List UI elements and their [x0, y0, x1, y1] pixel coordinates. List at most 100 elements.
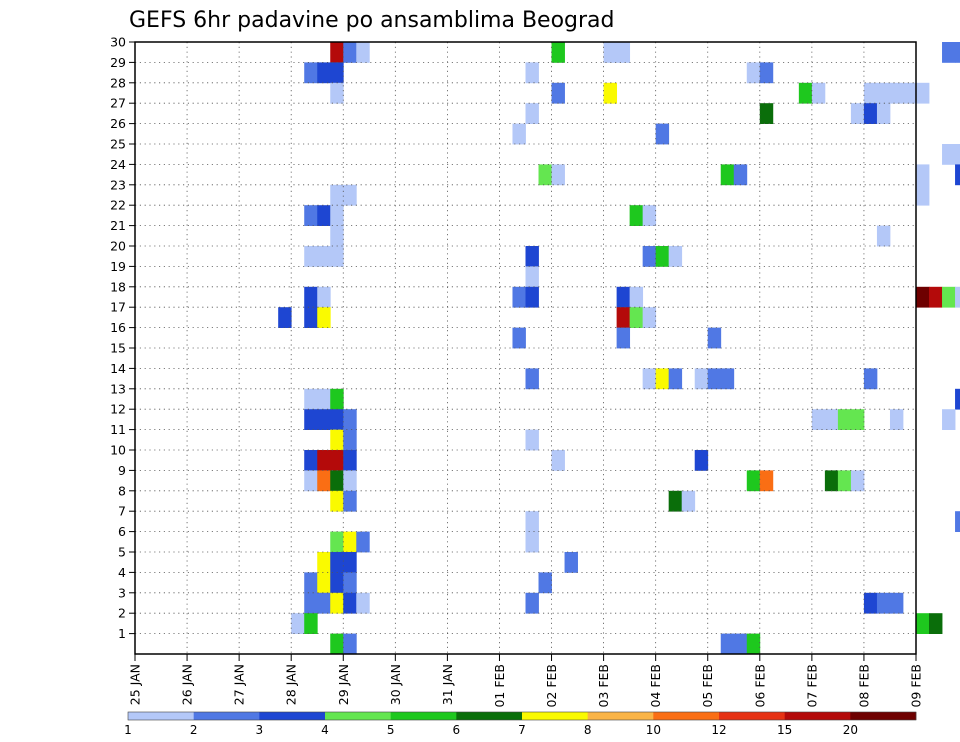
precip-cell: [304, 613, 318, 634]
precip-cell: [811, 82, 826, 104]
colorbar-swatch: [325, 712, 391, 720]
colorbar-label: 3: [256, 723, 264, 737]
precip-cell: [642, 246, 657, 267]
dotted-grid: [135, 42, 916, 654]
x-tick-label: 25 JAN: [128, 664, 143, 705]
y-tick-label: 23: [110, 177, 126, 192]
precip-cell: [746, 62, 761, 84]
precip-cell: [317, 409, 331, 430]
precip-cell: [616, 307, 631, 328]
colorbar-label: 2: [190, 723, 198, 737]
precip-cell: [278, 307, 292, 328]
precip-cell: [304, 592, 318, 614]
precip-cell: [317, 572, 331, 594]
y-tick-label: 21: [110, 218, 126, 233]
precip-cell: [512, 123, 526, 145]
precip-cell: [603, 42, 618, 63]
y-tick-label: 26: [110, 116, 126, 131]
x-tick-label: 04 FEB: [648, 664, 663, 708]
colorbar-swatch: [522, 712, 588, 720]
precip-cell: [317, 470, 331, 492]
precip-cell: [330, 633, 344, 655]
precip-cell: [330, 552, 344, 573]
colorbar-label: 8: [584, 723, 592, 737]
precip-cell: [317, 388, 331, 410]
precip-cell: [304, 450, 318, 471]
precip-cell: [863, 368, 878, 390]
precip-cell: [876, 225, 891, 247]
y-tick-label: 22: [110, 198, 126, 213]
precip-cell: [916, 286, 930, 308]
precip-cell: [629, 307, 644, 328]
precip-cell: [916, 184, 930, 206]
colorbar-label: 10: [646, 723, 661, 737]
precip-cell: [330, 429, 344, 451]
precip-cell: [720, 633, 735, 655]
y-tick-label: 14: [110, 361, 126, 376]
precip-cell: [317, 286, 331, 308]
precip-cell: [330, 572, 344, 594]
precip-cell: [525, 592, 539, 614]
precip-cell: [811, 409, 826, 430]
precip-cell: [551, 164, 565, 186]
precip-cell: [525, 103, 539, 124]
precip-cell: [876, 103, 891, 124]
precip-cell: [525, 368, 539, 390]
x-tick-label: 05 FEB: [700, 664, 715, 708]
precip-cell: [837, 409, 852, 430]
colorbar: 1 2 3 4 5 6 7 8 10 12 15 20: [124, 711, 917, 737]
colorbar-label: 12: [711, 723, 726, 737]
y-axis-ticks: 1234567891011121314151617181920212223242…: [110, 35, 135, 641]
precip-cell: [317, 552, 331, 573]
precip-cell: [343, 531, 357, 553]
precip-cell: [942, 286, 956, 308]
precip-cell: [551, 450, 565, 471]
precip-cell: [720, 164, 735, 186]
precip-cell: [889, 82, 904, 104]
chart-title: GEFS 6hr padavine po ansamblima Beograd: [129, 8, 615, 33]
x-axis-ticks: 25 JAN 26 JAN 27 JAN 28 JAN 29 JAN 30 JAN 31 J…: [128, 654, 924, 708]
precip-cell: [330, 246, 344, 267]
precip-cell: [824, 470, 839, 492]
precip-cell: [330, 592, 344, 614]
colorbar-swatch: [128, 712, 194, 720]
colorbar-swatch: [587, 712, 654, 720]
precip-cell: [291, 613, 305, 634]
x-tick-label: 27 JAN: [232, 664, 247, 705]
precip-cell: [955, 144, 960, 165]
precip-cell: [330, 531, 344, 553]
precip-cell: [304, 286, 318, 308]
precip-cell: [317, 592, 331, 614]
colorbar-label: 4: [321, 723, 329, 737]
precip-cell: [668, 368, 683, 390]
x-tick-label: 26 JAN: [180, 664, 195, 705]
precip-cell: [512, 286, 526, 308]
y-tick-label: 29: [110, 55, 126, 70]
x-tick-label: 02 FEB: [544, 664, 559, 708]
precip-cell: [304, 572, 318, 594]
precip-cell: [603, 82, 618, 104]
y-tick-label: 5: [118, 545, 126, 560]
precip-cell: [616, 327, 631, 349]
precip-cell: [317, 246, 331, 267]
precip-cell: [798, 82, 813, 104]
precip-cell: [876, 82, 891, 104]
y-tick-label: 13: [110, 381, 126, 396]
precip-cell: [330, 470, 344, 492]
precip-cell: [707, 327, 722, 349]
precip-cell: [330, 205, 344, 226]
precip-cell: [551, 82, 565, 104]
precip-cell: [720, 368, 735, 390]
precip-cell: [863, 103, 878, 124]
precip-cell: [889, 592, 904, 614]
precip-cell: [343, 184, 357, 206]
y-tick-label: 10: [110, 443, 126, 458]
precip-cell: [929, 286, 943, 308]
precip-cell: [330, 409, 344, 430]
x-tick-label: 07 FEB: [804, 664, 819, 708]
x-tick-label: 29 JAN: [336, 664, 351, 705]
precip-cell: [343, 490, 357, 512]
colorbar-swatch: [850, 712, 917, 720]
precip-cell: [889, 409, 904, 430]
precip-cell: [525, 62, 539, 84]
